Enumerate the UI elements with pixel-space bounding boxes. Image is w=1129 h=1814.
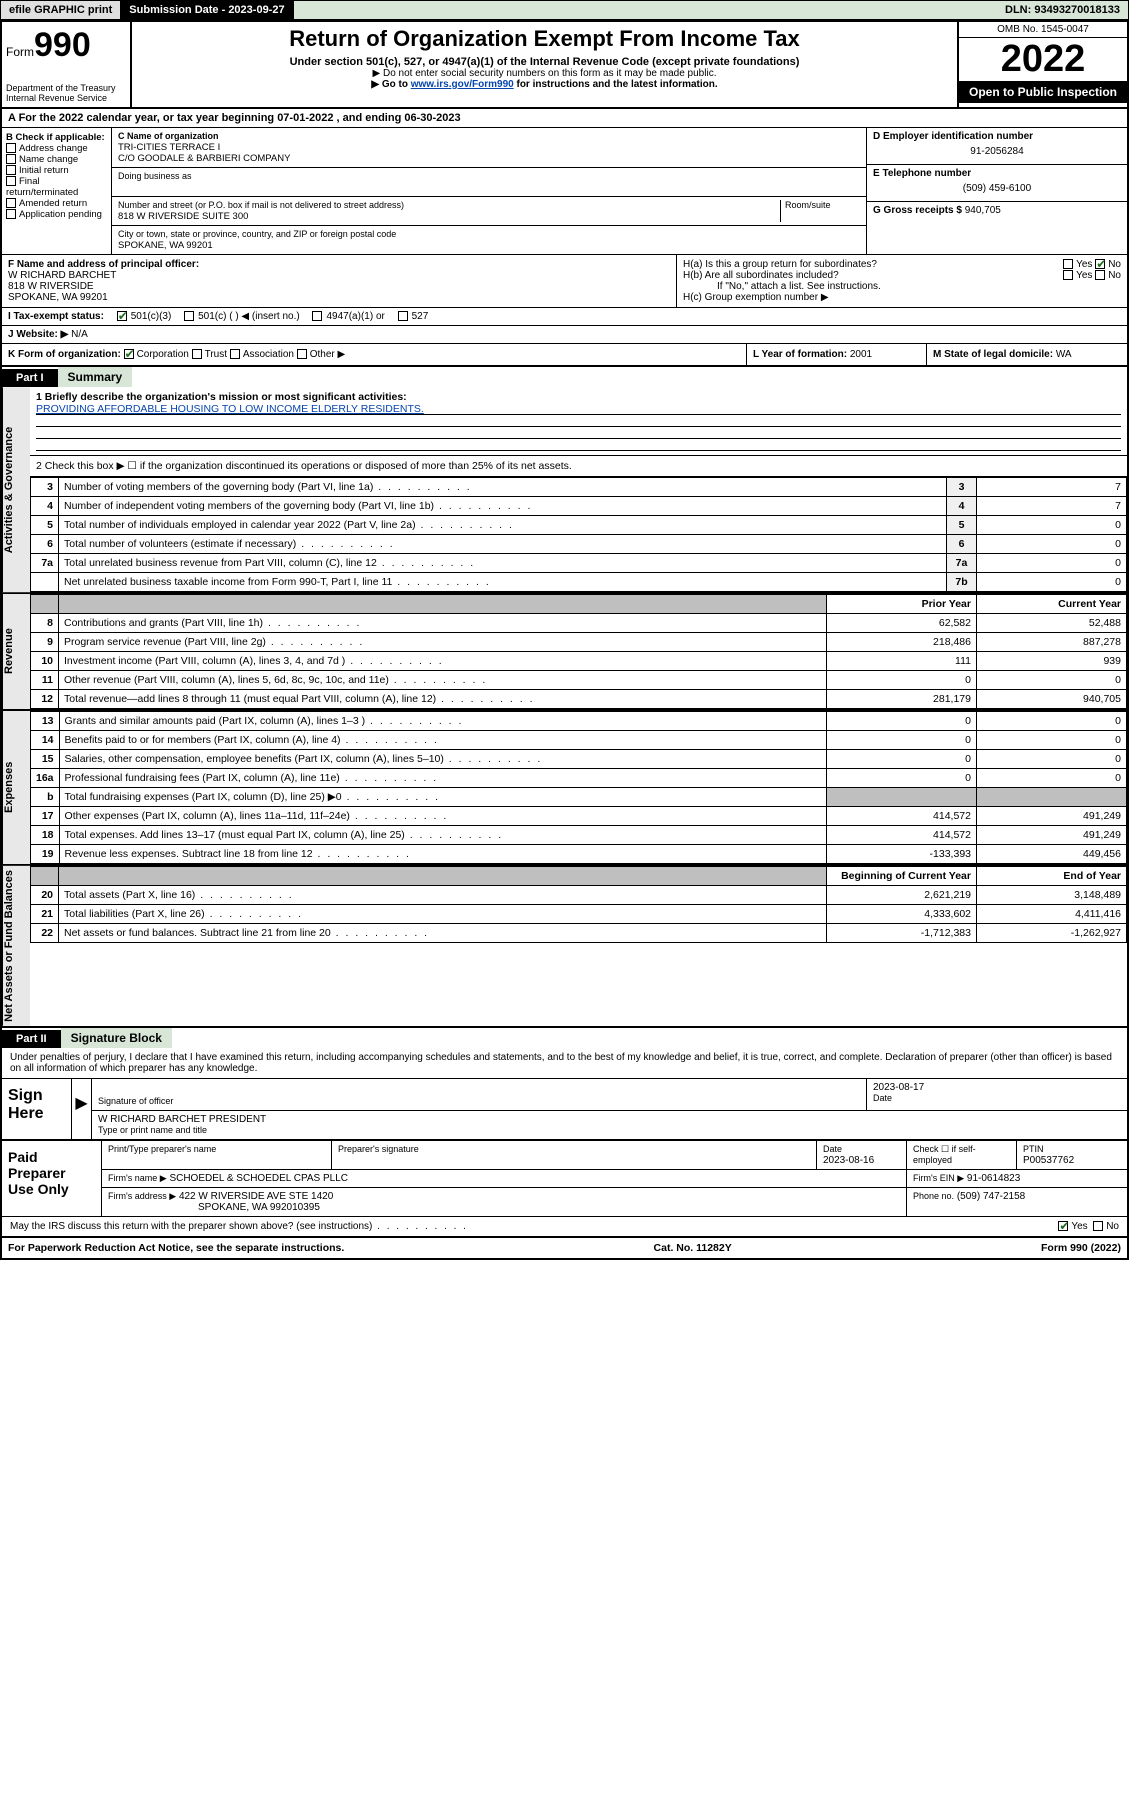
firm-name: SCHOEDEL & SCHOEDEL CPAS PLLC <box>169 1173 348 1184</box>
city-state-zip: SPOKANE, WA 99201 <box>118 240 213 251</box>
form-id: Form 990 (2022) <box>1041 1242 1121 1254</box>
top-bar: efile GRAPHIC print Submission Date - 20… <box>0 0 1129 20</box>
partI-assets: Net Assets or Fund Balances Beginning of… <box>0 866 1129 1028</box>
partI-header-row: Part ISummary <box>0 367 1129 387</box>
website: N/A <box>71 329 88 340</box>
ck-4947[interactable] <box>312 311 322 321</box>
firm-addr2: SPOKANE, WA 992010395 <box>108 1202 320 1213</box>
ck-trust[interactable] <box>192 349 202 359</box>
firm-phone: (509) 747-2158 <box>957 1191 1025 1202</box>
partI-revenue: Revenue Prior YearCurrent Year8Contribut… <box>0 594 1129 711</box>
org-name-2: C/O GOODALE & BARBIERI COMPANY <box>118 153 290 164</box>
line-K-form-org: K Form of organization: Corporation Trus… <box>2 344 747 365</box>
ck-name-change[interactable] <box>6 154 16 164</box>
ck-amended[interactable] <box>6 198 16 208</box>
dln: DLN: 93493270018133 <box>997 1 1128 19</box>
ck-discuss-yes[interactable] <box>1058 1221 1068 1231</box>
col-DEG: D Employer identification number91-20562… <box>867 128 1127 254</box>
officer-name: W RICHARD BARCHET <box>8 270 116 281</box>
partI-tab: Part I <box>2 369 58 387</box>
irs-link[interactable]: www.irs.gov/Form990 <box>411 79 514 90</box>
org-name-1: TRI-CITIES TERRACE I <box>118 142 220 153</box>
vtab-revenue: Revenue <box>2 594 30 709</box>
vtab-assets: Net Assets or Fund Balances <box>2 866 30 1026</box>
firm-ein: 91-0614823 <box>967 1173 1020 1184</box>
line-J-website: J Website: ▶ N/A <box>2 325 1127 343</box>
ck-address-change[interactable] <box>6 143 16 153</box>
col-C-org: C Name of organization TRI-CITIES TERRAC… <box>112 128 867 254</box>
self-employed-check[interactable]: Check ☐ if self-employed <box>913 1144 976 1165</box>
col-F-officer: F Name and address of principal officer:… <box>2 255 677 307</box>
line2-checkbox: 2 Check this box ▶ ☐ if the organization… <box>30 456 1127 477</box>
form-number: 990 <box>34 26 91 64</box>
signature-block: Under penalties of perjury, I declare th… <box>0 1048 1129 1238</box>
ck-527[interactable] <box>398 311 408 321</box>
partII-title: Signature Block <box>61 1028 172 1048</box>
phone: (509) 459-6100 <box>873 179 1121 198</box>
col-B-checkboxes: B Check if applicable: Address change Na… <box>2 128 112 254</box>
mission-text: PROVIDING AFFORDABLE HOUSING TO LOW INCO… <box>36 403 1121 415</box>
footer: For Paperwork Reduction Act Notice, see … <box>0 1238 1129 1260</box>
ck-Hb-no[interactable] <box>1095 270 1105 280</box>
submission-date: Submission Date - 2023-09-27 <box>121 1 293 19</box>
ck-501c3[interactable] <box>117 311 127 321</box>
perjury-declaration: Under penalties of perjury, I declare th… <box>2 1048 1127 1079</box>
ck-corporation[interactable] <box>124 349 134 359</box>
ck-Ha-no[interactable] <box>1095 259 1105 269</box>
firm-addr1: 422 W RIVERSIDE AVE STE 1420 <box>179 1191 333 1202</box>
goto-line: ▶ Go to www.irs.gov/Form990 for instruct… <box>140 79 949 90</box>
vtab-expenses: Expenses <box>2 711 30 864</box>
partI-governance: Activities & Governance 1 Briefly descri… <box>0 387 1129 594</box>
ck-association[interactable] <box>230 349 240 359</box>
pra-notice: For Paperwork Reduction Act Notice, see … <box>8 1242 344 1254</box>
ck-app-pending[interactable] <box>6 209 16 219</box>
assets-table: Beginning of Current YearEnd of Year20To… <box>30 866 1127 943</box>
ck-initial-return[interactable] <box>6 165 16 175</box>
line-A: A For the 2022 calendar year, or tax yea… <box>2 109 1127 128</box>
revenue-table: Prior YearCurrent Year8Contributions and… <box>30 594 1127 709</box>
ck-501c[interactable] <box>184 311 194 321</box>
sign-arrow-icon: ▶ <box>72 1079 92 1139</box>
governance-table: 3Number of voting members of the governi… <box>30 477 1127 592</box>
form-subtitle: Under section 501(c), 527, or 4947(a)(1)… <box>140 56 949 68</box>
paid-preparer-label: Paid Preparer Use Only <box>2 1141 102 1216</box>
street-address: 818 W RIVERSIDE SUITE 300 <box>118 211 248 222</box>
ck-final-return[interactable] <box>6 176 16 186</box>
prep-date: 2023-08-16 <box>823 1155 874 1166</box>
partI-expenses: Expenses 13Grants and similar amounts pa… <box>0 711 1129 866</box>
form-title: Return of Organization Exempt From Incom… <box>140 26 949 52</box>
form-header: Form990 Department of the TreasuryIntern… <box>0 20 1129 109</box>
ck-discuss-no[interactable] <box>1093 1221 1103 1231</box>
ssn-warning: ▶ Do not enter social security numbers o… <box>140 68 949 79</box>
section-identity: A For the 2022 calendar year, or tax yea… <box>0 109 1129 367</box>
efile-btn[interactable]: efile GRAPHIC print <box>1 1 121 19</box>
omb-number: OMB No. 1545-0047 <box>959 22 1127 38</box>
officer-name-title: W RICHARD BARCHET PRESIDENT <box>98 1114 266 1125</box>
partI-title: Summary <box>58 367 133 387</box>
partII-tab: Part II <box>2 1030 61 1048</box>
dept-treasury: Department of the TreasuryInternal Reven… <box>6 83 126 103</box>
expenses-table: 13Grants and similar amounts paid (Part … <box>30 711 1127 864</box>
col-H-group: H(a) Is this a group return for subordin… <box>677 255 1127 307</box>
line-M-state: M State of legal domicile: WA <box>927 344 1127 365</box>
sign-here-label: Sign Here <box>2 1079 72 1139</box>
gross-receipts: 940,705 <box>965 205 1001 216</box>
sig-date: 2023-08-17 <box>873 1082 924 1093</box>
form-word: Form <box>6 45 34 59</box>
tax-year: 2022 <box>959 38 1127 81</box>
open-public: Open to Public Inspection <box>959 81 1127 103</box>
partII-header-row: Part IISignature Block <box>0 1028 1129 1048</box>
cat-no: Cat. No. 11282Y <box>654 1242 732 1254</box>
ein: 91-2056284 <box>873 142 1121 161</box>
ck-other[interactable] <box>297 349 307 359</box>
discuss-preparer: May the IRS discuss this return with the… <box>2 1217 1127 1236</box>
vtab-governance: Activities & Governance <box>2 387 30 592</box>
line-L-year: L Year of formation: 2001 <box>747 344 927 365</box>
line-I-tax-status: I Tax-exempt status: 501(c)(3) 501(c) ( … <box>2 307 1127 325</box>
ck-Hb-yes[interactable] <box>1063 270 1073 280</box>
ptin: P00537762 <box>1023 1155 1074 1166</box>
line1-mission: 1 Briefly describe the organization's mi… <box>30 387 1127 456</box>
ck-Ha-yes[interactable] <box>1063 259 1073 269</box>
